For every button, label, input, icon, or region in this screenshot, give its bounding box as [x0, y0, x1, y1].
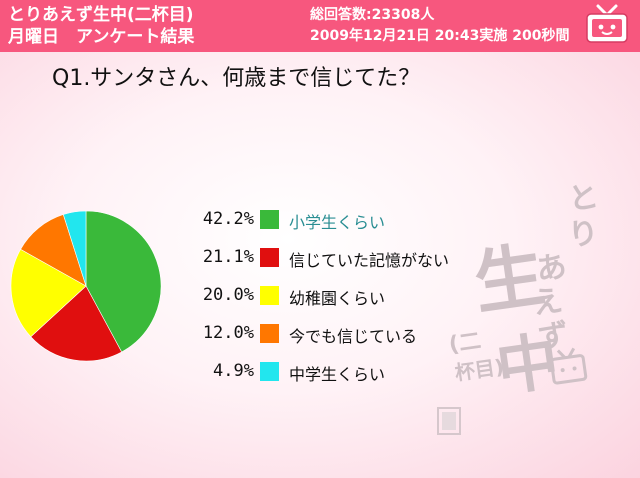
- legend-swatch: [260, 362, 279, 381]
- question-title: Q1.サンタさん、何歳まで信じてた？: [52, 66, 421, 91]
- pie-slice: [10, 248, 87, 338]
- legend-swatch: [260, 324, 279, 343]
- header-info: 総回答数:23308人 2009年12月21日 20:43実施 200秒間: [310, 5, 569, 47]
- svg-text:あ: あ: [534, 249, 569, 288]
- watermark-logo: と り あ え ず 生 中 (二 杯目): [437, 180, 601, 435]
- total-value: 23308人: [371, 7, 435, 23]
- svg-text:え: え: [530, 283, 565, 322]
- legend-swatch: [260, 248, 279, 267]
- title-line-1: とりあえず生中(二杯目): [8, 5, 194, 25]
- slice-label: 信じていた記憶がない: [289, 251, 450, 270]
- pie-chart: [10, 210, 162, 362]
- pie-slice: [85, 210, 162, 353]
- legend-swatch: [260, 286, 279, 305]
- legend-swatch: [260, 210, 279, 229]
- tv-mascot-icon: [586, 4, 628, 43]
- slice-label: 幼稚園くらい: [289, 289, 386, 308]
- slice-percent: 42.2%: [202, 209, 254, 229]
- total-responses: 総回答数:23308人: [310, 5, 569, 26]
- slice-label: 小学生くらい: [289, 213, 386, 232]
- slice-percent: 4.9%: [213, 361, 254, 381]
- title-line-2: 月曜日 アンケート結果: [8, 27, 195, 47]
- svg-text:生: 生: [469, 234, 550, 325]
- slice-label: 中学生くらい: [289, 365, 386, 384]
- total-label: 総回答数:: [310, 7, 372, 23]
- slice-percent: 20.0%: [202, 285, 254, 305]
- header-bar: とりあえず生中(二杯目) 月曜日 アンケート結果 総回答数:23308人 200…: [0, 0, 640, 52]
- slice-percent: 12.0%: [202, 323, 254, 343]
- svg-text:り: り: [566, 215, 601, 254]
- svg-text:と: と: [566, 180, 601, 218]
- svg-text:ず: ず: [536, 317, 571, 356]
- svg-text:杯目): 杯目): [453, 354, 505, 385]
- pie-slice: [30, 285, 123, 362]
- svg-text:(二: (二: [447, 329, 482, 358]
- pie-slice: [62, 210, 87, 287]
- slice-percent: 21.1%: [202, 247, 254, 267]
- survey-datetime: 2009年12月21日 20:43実施 200秒間: [310, 28, 570, 44]
- slice-label: 今でも信じている: [289, 327, 418, 346]
- header-title: とりあえず生中(二杯目) 月曜日 アンケート結果: [8, 4, 194, 48]
